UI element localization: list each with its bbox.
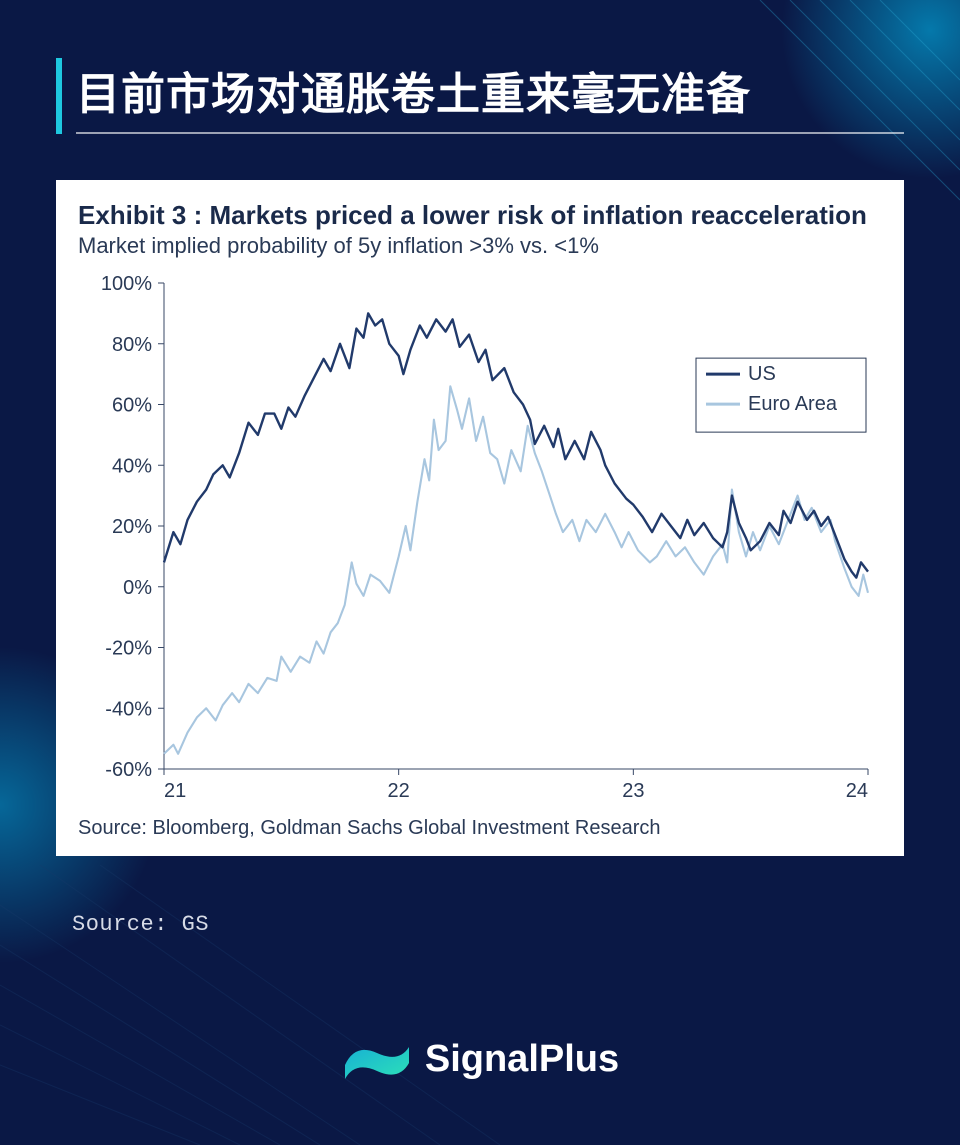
svg-text:80%: 80%	[112, 334, 152, 356]
svg-text:22: 22	[388, 780, 410, 802]
svg-text:-20%: -20%	[105, 638, 152, 660]
figure-subtitle: Market implied probability of 5y inflati…	[78, 233, 882, 259]
svg-text:-60%: -60%	[105, 759, 152, 781]
header: 目前市场对通胀卷土重来毫无准备	[56, 58, 904, 134]
page-title: 目前市场对通胀卷土重来毫无准备	[76, 58, 904, 134]
svg-text:21: 21	[164, 780, 186, 802]
svg-text:24: 24	[846, 780, 868, 802]
svg-text:40%: 40%	[112, 455, 152, 477]
figure-title: Exhibit 3 : Markets priced a lower risk …	[78, 200, 882, 231]
brand-name: SignalPlus	[425, 1038, 619, 1081]
header-accent-bar: 目前市场对通胀卷土重来毫无准备	[56, 58, 904, 134]
svg-text:Euro Area: Euro Area	[748, 393, 838, 415]
svg-text:23: 23	[622, 780, 644, 802]
svg-text:60%: 60%	[112, 395, 152, 417]
svg-text:0%: 0%	[123, 577, 152, 599]
figure-card: Exhibit 3 : Markets priced a lower risk …	[56, 180, 904, 856]
svg-text:-40%: -40%	[105, 698, 152, 720]
svg-text:US: US	[748, 363, 776, 385]
svg-text:100%: 100%	[101, 273, 152, 295]
brand-logo-icon	[341, 1033, 413, 1085]
outer-source: Source: GS	[72, 912, 209, 937]
brand: SignalPlus	[0, 1033, 960, 1085]
chart-container: -60% -40% -20% 0% 20% 40% 60% 80% 100% 21 22 23 24 US…	[78, 269, 882, 809]
line-chart: -60% -40% -20% 0% 20% 40% 60% 80% 100% 21 22 23 24 US…	[78, 269, 882, 809]
decor-lines-bottom-left	[0, 865, 520, 1145]
figure-source: Source: Bloomberg, Goldman Sachs Global …	[78, 817, 882, 840]
svg-text:20%: 20%	[112, 516, 152, 538]
